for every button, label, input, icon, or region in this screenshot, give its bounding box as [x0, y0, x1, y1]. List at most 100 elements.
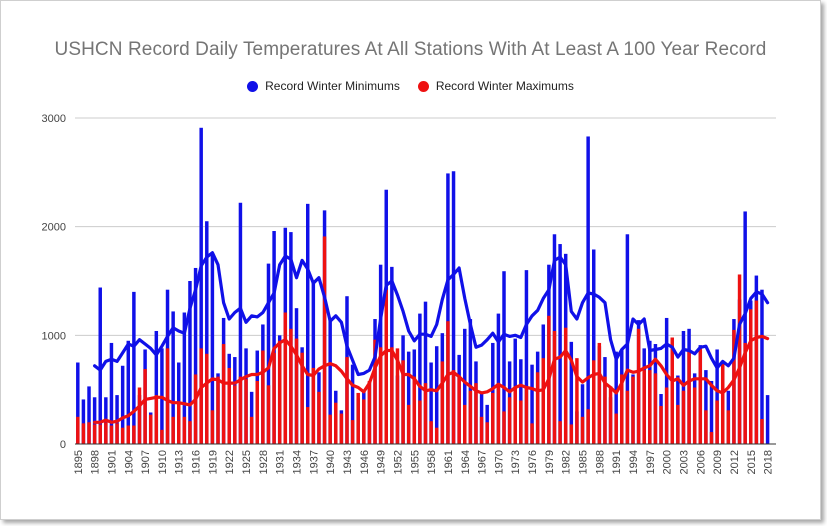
- legend-item-maximums[interactable]: Record Winter Maximums: [417, 79, 574, 93]
- x-tick-label: 1964: [460, 450, 472, 474]
- x-tick-label: 1922: [224, 450, 236, 474]
- bar-maximum: [339, 413, 344, 444]
- y-tick-label: 3000: [42, 113, 66, 125]
- bar-maximum: [687, 350, 691, 444]
- x-tick-label: 1925: [241, 450, 253, 474]
- bar-maximum: [406, 404, 411, 444]
- bar-maximum: [120, 427, 125, 444]
- bar-maximum: [530, 423, 534, 444]
- bar-maximum: [115, 423, 119, 444]
- bar-maximum: [541, 358, 546, 444]
- bar-maximum: [535, 372, 540, 444]
- y-tick-label: 1000: [42, 330, 66, 342]
- bar-maximum: [401, 360, 405, 444]
- bar-minimum: [199, 127, 203, 444]
- bar-maximum: [249, 416, 254, 444]
- x-tick-label: 1973: [510, 450, 522, 474]
- legend-item-minimums[interactable]: Record Winter Minimums: [247, 79, 400, 93]
- bar-maximum: [468, 390, 473, 444]
- bar-maximum: [681, 390, 686, 444]
- bar-maximum: [87, 422, 91, 444]
- bar-maximum: [418, 400, 422, 444]
- bar-minimum: [446, 173, 450, 445]
- bar-minimum: [120, 365, 125, 444]
- bar-maximum: [160, 429, 164, 444]
- bar-maximum: [491, 392, 495, 444]
- bar-minimum: [592, 249, 596, 444]
- x-tick-label: 1967: [477, 450, 489, 474]
- x-tick-label: 1907: [140, 450, 152, 474]
- bar-maximum: [205, 353, 209, 444]
- bar-minimum: [305, 203, 310, 444]
- x-tick-label: 1943: [342, 450, 354, 474]
- x-tick-label: 1946: [359, 450, 371, 474]
- bar-minimum: [664, 317, 669, 444]
- bar-maximum: [165, 348, 170, 444]
- bar-maximum: [378, 347, 383, 444]
- chart-legend: Record Winter Minimums Record Winter Max…: [1, 79, 820, 93]
- bar-maximum: [558, 421, 562, 444]
- bar-maximum: [732, 329, 736, 444]
- bar-maximum: [233, 385, 237, 444]
- y-tick-label: 2000: [42, 222, 66, 234]
- bar-minimum: [434, 346, 439, 444]
- bar-maximum: [704, 410, 708, 444]
- bar-maximum: [255, 380, 259, 444]
- bar-minimum: [311, 281, 316, 444]
- bar-maximum: [715, 400, 719, 444]
- bar-maximum: [311, 367, 316, 444]
- bar-maximum: [659, 405, 663, 444]
- bar-minimum: [92, 397, 97, 444]
- bar-maximum: [81, 423, 86, 444]
- bar-maximum: [154, 395, 159, 444]
- bar-maximum: [390, 347, 394, 444]
- bar-maximum: [474, 383, 478, 444]
- x-tick-label: 1988: [594, 450, 606, 474]
- bar-minimum: [188, 281, 192, 444]
- x-tick-label: 1910: [157, 450, 169, 474]
- bar-minimum: [586, 136, 590, 444]
- bar-minimum: [272, 231, 276, 444]
- bar-maximum: [636, 328, 641, 444]
- bar-maximum: [317, 391, 321, 444]
- bar-minimum: [496, 313, 501, 444]
- bar-maximum: [238, 376, 243, 444]
- bar-minimum: [132, 291, 136, 444]
- bar-minimum: [109, 342, 114, 444]
- bar-maximum: [210, 410, 215, 444]
- x-tick-label: 1991: [611, 450, 623, 474]
- bar-maximum: [434, 427, 439, 444]
- bar-maximum: [670, 337, 674, 444]
- bar-minimum: [154, 330, 159, 444]
- bar-maximum: [104, 422, 108, 444]
- bar-maximum: [625, 390, 630, 444]
- bar-minimum: [328, 317, 332, 444]
- x-tick-label: 1904: [123, 450, 135, 474]
- bar-maximum: [485, 422, 489, 444]
- x-tick-label: 2015: [746, 450, 758, 474]
- bar-minimum: [681, 330, 686, 444]
- bar-maximum: [199, 348, 203, 444]
- bar-minimum: [418, 313, 422, 444]
- x-tick-label: 2009: [712, 450, 724, 474]
- bar-maximum: [502, 411, 506, 444]
- bar-maximum: [126, 425, 131, 444]
- bar-minimum: [87, 386, 91, 444]
- bar-maximum: [109, 425, 114, 444]
- bar-minimum: [238, 202, 243, 444]
- bar-maximum: [749, 309, 753, 444]
- bar-minimum: [182, 312, 187, 444]
- bar-maximum: [726, 410, 731, 444]
- bar-minimum: [429, 362, 433, 444]
- x-tick-label: 1913: [174, 450, 186, 474]
- bar-maximum: [76, 416, 80, 444]
- bar-maximum: [563, 327, 568, 444]
- bar-maximum: [384, 289, 388, 444]
- bar-maximum: [289, 328, 293, 444]
- x-tick-label: 1895: [73, 450, 85, 474]
- bar-maximum: [261, 350, 265, 444]
- bar-maximum: [92, 424, 97, 444]
- bar-maximum: [457, 377, 461, 444]
- bar-minimum: [468, 319, 473, 444]
- bar-maximum: [552, 330, 557, 444]
